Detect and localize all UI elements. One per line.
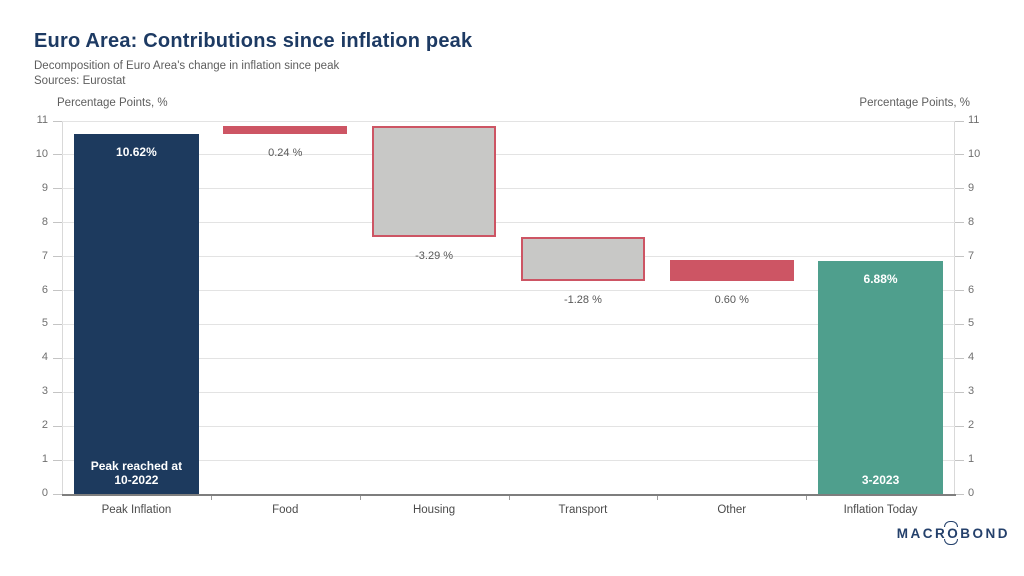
y-tick-label-left: 6	[41, 283, 48, 296]
y-tick-label-right: 0	[968, 487, 975, 499]
y-tick-label-left: 5	[41, 317, 48, 330]
y-tick-right	[955, 323, 964, 325]
bar-annotation: Peak reached at 10-2022	[90, 459, 183, 487]
bar-other	[669, 260, 794, 281]
chart-sources: Sources: Eurostat	[34, 75, 126, 87]
y-tick-left	[53, 222, 62, 224]
bar-food	[223, 125, 348, 134]
gridline	[62, 120, 955, 122]
logo-text-post: BOND	[960, 526, 1010, 541]
y-tick-label-right: 10	[968, 147, 981, 160]
x-axis-label-other: Other	[717, 504, 747, 516]
y-tick-left	[53, 459, 62, 461]
bar-value-label: -3.29 %	[415, 250, 454, 263]
gridline	[62, 357, 955, 359]
y-tick-right	[955, 290, 964, 292]
bar-value-label: 0.60 %	[714, 293, 749, 306]
y-tick-right	[955, 493, 964, 495]
y-axis-unit-label-right: Percentage Points, %	[859, 97, 970, 109]
bar-value-label: -1.28 %	[563, 293, 602, 306]
bar-value-label: 10.62%	[116, 144, 157, 159]
bar-inflation-today	[818, 260, 943, 494]
y-tick-label-right: 3	[968, 385, 975, 398]
y-tick-right	[955, 425, 964, 427]
y-tick-label-right: 2	[968, 419, 975, 432]
bar-peak-inflation	[74, 133, 199, 494]
gridline	[62, 391, 955, 393]
y-tick-left	[53, 290, 62, 292]
chart-subtitle: Decomposition of Euro Area's change in i…	[34, 60, 340, 72]
right-axis-line	[954, 121, 955, 494]
x-axis-tick	[359, 494, 361, 500]
y-tick-left	[53, 256, 62, 258]
left-axis-line	[62, 121, 63, 494]
gridline	[62, 425, 955, 427]
y-tick-right	[955, 459, 964, 461]
y-tick-left	[53, 188, 62, 190]
y-axis-unit-label-left: Percentage Points, %	[57, 97, 168, 109]
y-tick-label-left: 3	[41, 385, 48, 398]
y-tick-label-right: 7	[968, 249, 975, 262]
gridline	[62, 222, 955, 224]
chart-title: Euro Area: Contributions since inflation…	[34, 30, 473, 52]
y-tick-label-left: 2	[41, 419, 48, 432]
x-axis-label-peak-inflation: Peak Inflation	[101, 504, 172, 516]
y-tick-left	[53, 425, 62, 427]
y-tick-right	[955, 357, 964, 359]
gridline	[62, 256, 955, 258]
y-tick-label-left: 1	[41, 453, 48, 466]
x-axis-label-inflation-today: Inflation Today	[843, 504, 918, 516]
x-axis-tick	[657, 494, 659, 500]
y-tick-left	[53, 120, 62, 122]
y-tick-label-left: 9	[41, 181, 48, 194]
y-tick-label-right: 9	[968, 181, 975, 194]
x-axis-tick	[210, 494, 212, 500]
y-tick-label-right: 11	[968, 114, 980, 126]
gridline	[62, 290, 955, 292]
logo-o-mark: O	[944, 521, 961, 545]
y-tick-left	[53, 357, 62, 359]
x-axis-label-food: Food	[272, 504, 299, 516]
x-axis-line	[62, 494, 956, 496]
y-tick-label-left: 4	[41, 351, 48, 364]
y-tick-left	[53, 391, 62, 393]
gridline	[62, 323, 955, 325]
y-tick-label-right: 5	[968, 317, 975, 330]
x-axis-label-transport: Transport	[558, 504, 608, 516]
y-tick-label-left: 0	[41, 487, 48, 499]
y-tick-label-left: 8	[41, 215, 48, 228]
y-tick-right	[955, 256, 964, 258]
bar-housing	[371, 125, 497, 238]
y-tick-label-right: 6	[968, 283, 975, 296]
y-tick-left	[53, 154, 62, 156]
x-axis-label-housing: Housing	[412, 504, 456, 516]
y-tick-label-right: 1	[968, 453, 975, 466]
x-axis-tick	[806, 494, 808, 500]
y-tick-right	[955, 188, 964, 190]
gridline	[62, 459, 955, 461]
y-tick-label-left: 7	[41, 249, 48, 262]
bar-transport	[520, 237, 646, 281]
gridline	[62, 154, 955, 156]
y-tick-right	[955, 391, 964, 393]
y-tick-left	[53, 323, 62, 325]
y-tick-label-left: 11	[36, 114, 48, 126]
y-tick-label-left: 10	[35, 147, 48, 160]
y-tick-label-right: 8	[968, 215, 975, 228]
x-axis-tick	[508, 494, 510, 500]
y-tick-left	[53, 493, 62, 495]
bar-value-label: 6.88%	[863, 271, 898, 286]
gridline	[62, 188, 955, 190]
bar-annotation: 3-2023	[861, 473, 900, 487]
y-tick-label-right: 4	[968, 351, 975, 364]
y-tick-right	[955, 120, 964, 122]
macrobond-logo: MACROBOND	[896, 521, 1010, 545]
y-tick-right	[955, 222, 964, 224]
bar-value-label: 0.24 %	[268, 146, 303, 159]
logo-text-pre: MACR	[896, 526, 948, 541]
y-tick-right	[955, 154, 964, 156]
